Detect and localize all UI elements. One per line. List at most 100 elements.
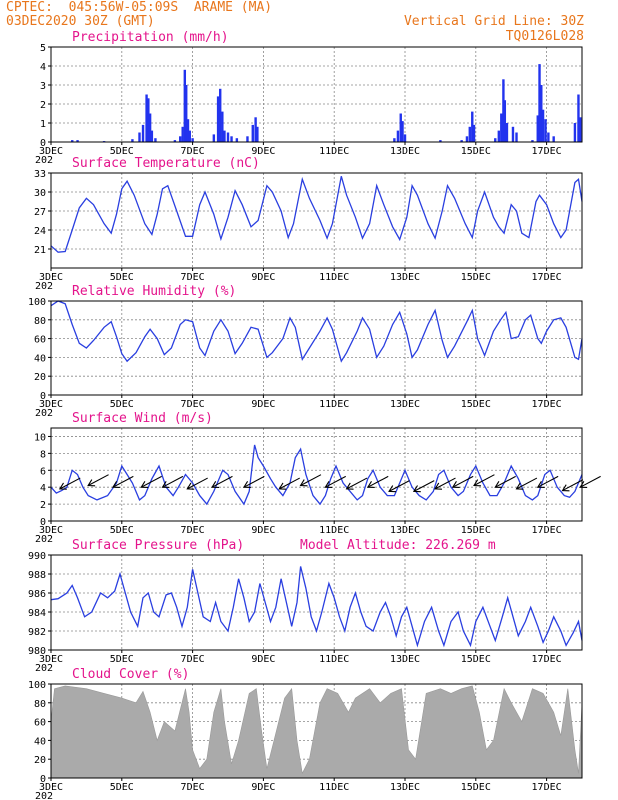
surface-wind-arrow-head [515,482,524,490]
header-location: CPTEC: 045:56W-05:09S ARAME (MA) [6,0,273,15]
surface-wind-arrow-head [473,479,481,487]
precipitation-bar [251,124,254,142]
surface-wind-arrow [495,475,516,488]
precipitation-bar [181,126,184,142]
precipitation-bar [401,121,404,142]
surface-temperature-line [50,176,583,253]
relative-humidity-title: Relative Humidity (%) [72,284,236,299]
precipitation-bar [145,94,148,142]
surface-wind-arrow-head [412,485,421,493]
surface-wind-arrow-head [366,480,375,489]
precipitation-bar [188,130,191,142]
precipitation-ytick-label: 1 [40,119,46,130]
precipitation-ytick-label: 0 [40,138,46,149]
surface-wind-arrow-head [451,480,460,489]
precipitation-bar [505,123,509,142]
surface-temperature-ytick-label: 24 [34,226,46,237]
precipitation-bar [254,117,257,142]
cloud-cover-xtick-label: 5DEC [110,782,134,793]
surface-wind-arrow-head [278,482,287,490]
cloud-cover-xtick-label: 3DEC [39,782,63,793]
surface-wind-arrow [516,477,538,490]
surface-wind-line [50,444,583,506]
cloud-cover-area [50,685,583,779]
cloud-cover-ytick-label: 0 [40,774,46,785]
header-datetime: 03DEC2020 30Z (GMT) [6,14,155,29]
surface-wind-arrow-head [536,480,545,489]
surface-pressure-ytick-label: 990 [28,551,46,562]
surface-temperature-ytick-label: 27 [34,207,46,218]
precipitation-bar [246,136,249,142]
surface-pressure-xtick-label: 5DEC [110,654,134,665]
precipitation-bar [540,85,543,142]
surface-pressure-xtick-label: 17DEC [532,654,562,665]
precipitation-bar [185,85,188,142]
surface-wind-arrow [413,480,435,492]
precipitation-frame [50,46,583,143]
cloud-cover-ytick-label: 60 [34,718,46,729]
relative-humidity-xtick-label: 15DEC [461,399,491,410]
precipitation-bar [468,126,471,142]
surface-wind-arrow-head [434,482,443,490]
surface-wind-arrow [452,475,474,488]
surface-wind-ytick-label: 0 [40,517,46,528]
surface-wind-xtick-label: 7DEC [181,525,205,536]
precipitation-bar [573,123,577,142]
surface-wind-arrow [112,475,134,488]
surface-pressure-xtick-label: 3DEC [39,654,63,665]
precipitation-ytick-label: 3 [40,81,46,92]
surface-wind-arrow [346,477,368,490]
surface-wind-arrow-head [186,482,195,490]
precipitation-bar [256,126,259,142]
precipitation-bar [502,79,505,142]
surface-wind-arrow-head [161,480,170,489]
surface-wind-ytick-label: 2 [40,500,46,511]
surface-pressure-ytick-label: 980 [28,646,46,657]
surface-temperature-ytick-label: 30 [34,188,46,199]
cloud-cover-ytick-label: 20 [34,755,46,766]
surface-wind-arrow-head [58,482,67,490]
precipitation-bar [403,134,407,142]
surface-wind-ytick-label: 8 [40,449,46,460]
precipitation-bar [393,138,396,142]
relative-humidity-line [50,300,583,363]
surface-pressure-title: Surface Pressure (hPa) [72,538,244,553]
header-model-id: TQ0126L028 [505,29,584,44]
cloud-cover-ytick-label: 80 [34,699,46,710]
cloud-cover-frame [50,683,583,779]
surface-wind-xtick-label: 15DEC [461,525,491,536]
precipitation-bar [500,113,503,142]
precipitation-bar [147,98,150,142]
surface-pressure-xtick-label: 13DEC [390,654,420,665]
surface-wind-arrow [367,475,389,488]
precipitation-bar [538,64,541,142]
surface-wind-xtick-label: 11DEC [319,525,349,536]
precipitation-xtick-label: 17DEC [532,146,562,157]
precipitation-xtick-label: 9DEC [251,146,275,157]
surface-wind-xtick-label: 3DEC [39,525,63,536]
precipitation-bar [460,140,463,142]
precipitation-bar [511,126,515,142]
surface-wind-arrow [141,475,162,488]
surface-temperature-year-label: 202 [35,281,53,292]
precipitation-bar [230,136,233,142]
precipitation-title: Precipitation (mm/h) [72,30,229,45]
surface-pressure-subtitle: Model Altitude: 226.269 m [300,538,496,553]
precipitation-bar [497,130,501,142]
precipitation-xtick-label: 11DEC [319,146,349,157]
precipitation-xtick-label: 3DEC [39,146,63,157]
precipitation-bar [439,140,442,142]
surface-wind-arrow [87,474,109,486]
cloud-cover-ytick-label: 40 [34,736,46,747]
surface-wind-arrow [162,475,184,488]
relative-humidity-ytick-label: 0 [40,391,46,402]
relative-humidity-xtick-label: 7DEC [181,399,205,410]
surface-pressure-year-label: 202 [35,663,53,674]
precipitation-bar [191,138,194,142]
surface-wind-arrow [211,475,233,488]
surface-wind-arrow [473,474,495,486]
precipitation-bar [131,139,134,142]
precipitation-bar [148,113,152,142]
surface-pressure-ytick-label: 982 [28,627,46,638]
